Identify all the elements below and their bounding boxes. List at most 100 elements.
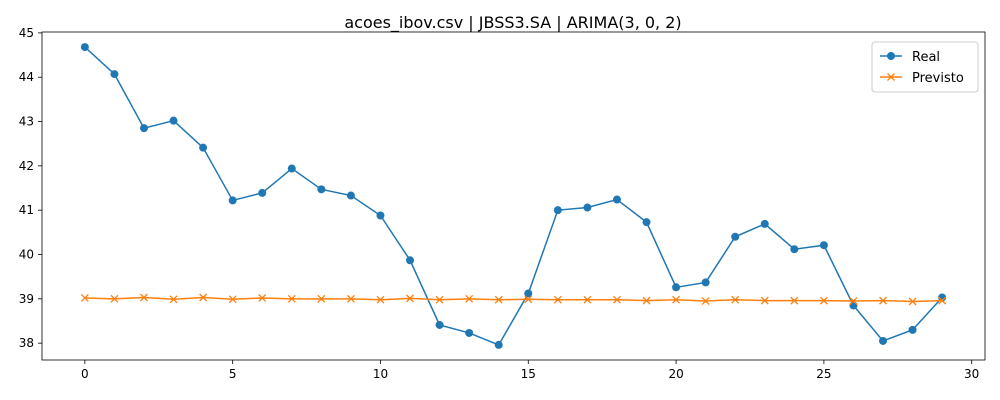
data-point bbox=[258, 188, 267, 197]
marker-stroke bbox=[406, 294, 414, 303]
data-point bbox=[612, 195, 621, 204]
marker-stroke bbox=[317, 294, 326, 303]
marker-stroke bbox=[110, 294, 119, 303]
legend-box bbox=[871, 41, 979, 93]
data-point bbox=[879, 296, 887, 305]
data-point bbox=[317, 185, 326, 194]
data-point bbox=[553, 295, 562, 304]
data-point bbox=[494, 295, 503, 304]
marker-stroke bbox=[908, 297, 917, 306]
legend-marker bbox=[887, 73, 895, 81]
data-point bbox=[287, 294, 296, 303]
marker-stroke bbox=[642, 296, 651, 305]
marker-stroke bbox=[376, 295, 385, 304]
marker-stroke bbox=[465, 294, 474, 303]
data-point bbox=[80, 293, 89, 302]
data-point bbox=[938, 296, 947, 305]
data-point bbox=[140, 293, 148, 302]
data-point bbox=[199, 143, 208, 152]
data-point bbox=[819, 296, 828, 305]
x-axis: 0 5 10 15 20 25 30 bbox=[81, 360, 979, 381]
series-real bbox=[80, 43, 947, 349]
x-tick-label: 30 bbox=[964, 367, 979, 381]
data-point bbox=[790, 296, 799, 305]
data-point bbox=[376, 211, 385, 220]
data-point bbox=[672, 295, 681, 304]
data-point bbox=[435, 295, 444, 304]
series-line-real bbox=[84, 46, 943, 346]
marker-stroke bbox=[819, 296, 828, 305]
legend: Real Previsto bbox=[871, 41, 979, 93]
marker-stroke bbox=[169, 295, 178, 304]
data-point bbox=[465, 294, 474, 303]
data-point bbox=[849, 301, 858, 310]
series-previsto bbox=[80, 293, 947, 306]
marker-stroke bbox=[613, 295, 621, 304]
marker-stroke bbox=[879, 296, 887, 305]
marker-stroke bbox=[140, 293, 148, 302]
x-tick-label: 5 bbox=[229, 367, 237, 381]
data-point bbox=[879, 336, 888, 345]
data-point bbox=[346, 191, 355, 200]
marker-stroke bbox=[228, 295, 237, 304]
marker-stroke bbox=[790, 296, 799, 305]
marker-stroke bbox=[287, 294, 296, 303]
y-tick-label: 44 bbox=[19, 70, 34, 84]
data-point bbox=[760, 296, 769, 305]
y-tick-label: 40 bbox=[19, 248, 34, 262]
marker-stroke bbox=[553, 295, 562, 304]
data-point bbox=[258, 293, 267, 302]
marker-stroke bbox=[849, 297, 858, 306]
data-point bbox=[642, 218, 651, 227]
marker-stroke bbox=[435, 295, 444, 304]
series-line-previsto bbox=[84, 296, 943, 303]
y-tick-label: 38 bbox=[19, 336, 34, 350]
y-tick-label: 43 bbox=[19, 115, 34, 129]
data-point bbox=[169, 295, 178, 304]
data-point bbox=[80, 43, 89, 52]
data-point bbox=[524, 295, 533, 304]
data-point bbox=[790, 245, 799, 254]
data-point bbox=[110, 70, 119, 79]
marker-stroke bbox=[938, 296, 947, 305]
x-tick-label: 10 bbox=[373, 367, 388, 381]
legend-marker bbox=[887, 52, 895, 60]
data-point bbox=[583, 295, 592, 304]
data-point bbox=[849, 297, 858, 306]
data-point bbox=[169, 116, 178, 125]
data-point bbox=[346, 294, 355, 303]
data-point bbox=[406, 294, 414, 303]
axes-frame bbox=[41, 31, 986, 361]
data-point bbox=[908, 325, 917, 334]
data-point bbox=[110, 294, 119, 303]
series-layer bbox=[80, 43, 947, 349]
marker-stroke bbox=[199, 293, 208, 302]
legend-item: Previsto bbox=[880, 71, 964, 86]
y-tick-label: 42 bbox=[19, 159, 34, 173]
data-point bbox=[819, 241, 828, 250]
marker-stroke bbox=[760, 296, 769, 305]
data-point bbox=[908, 297, 917, 306]
data-point bbox=[406, 256, 415, 265]
legend-item: Real bbox=[880, 50, 940, 65]
legend-label: Previsto bbox=[912, 71, 964, 86]
marker-stroke bbox=[583, 295, 592, 304]
data-point bbox=[317, 294, 326, 303]
marker-stroke bbox=[346, 294, 355, 303]
data-point bbox=[465, 328, 474, 337]
marker-stroke bbox=[494, 295, 503, 304]
data-point bbox=[494, 340, 503, 349]
marker-stroke bbox=[701, 297, 710, 306]
data-point bbox=[731, 295, 740, 304]
data-point bbox=[613, 295, 621, 304]
data-point bbox=[524, 289, 533, 298]
data-point bbox=[199, 293, 208, 302]
x-tick-label: 20 bbox=[668, 367, 683, 381]
data-point bbox=[435, 320, 444, 329]
y-tick-label: 39 bbox=[19, 292, 34, 306]
x-tick-label: 15 bbox=[521, 367, 536, 381]
data-point bbox=[228, 196, 237, 205]
y-axis: 38 39 40 41 42 43 44 45 bbox=[19, 26, 42, 350]
